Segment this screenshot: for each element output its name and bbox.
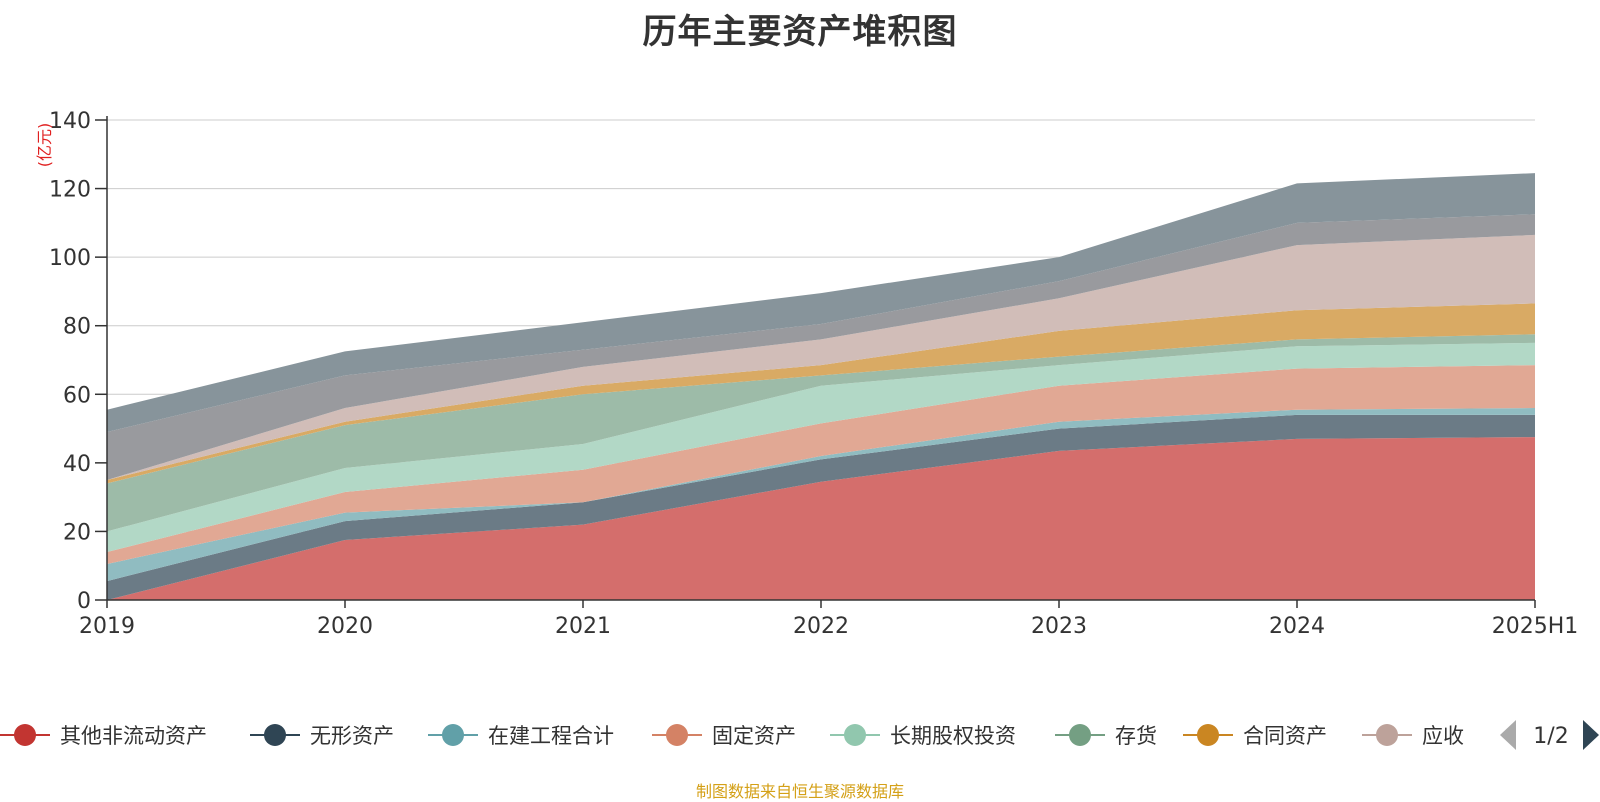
legend-prev-page-icon[interactable] [1500, 720, 1516, 750]
y-tick-label: 140 [49, 109, 91, 134]
series-layer [107, 173, 1535, 600]
legend-label: 合同资产 [1243, 724, 1327, 748]
legend-marker [1197, 724, 1219, 746]
legend-item[interactable]: 长期股权投资 [830, 724, 1016, 748]
legend: 其他非流动资产 无形资产 在建工程合计 固定资产 长期股权投资 存货 合同资产 应收 1/2 [0, 720, 1599, 750]
y-tick-label: 100 [49, 246, 91, 271]
legend-item[interactable]: 应收 [1362, 724, 1464, 748]
x-tick-label: 2020 [317, 614, 373, 639]
x-tick-label: 2024 [1269, 614, 1325, 639]
area-series-0 [107, 437, 1535, 600]
area-series-6 [107, 303, 1535, 484]
y-tick-label: 120 [49, 178, 91, 203]
legend-label: 其他非流动资产 [60, 724, 207, 748]
legend-label: 固定资产 [712, 724, 796, 748]
area-series-1 [107, 414, 1535, 600]
legend-item[interactable]: 存货 [1055, 724, 1157, 748]
legend-next-page-icon[interactable] [1583, 720, 1599, 750]
legend-items: 其他非流动资产 无形资产 在建工程合计 固定资产 长期股权投资 存货 合同资产 应收 [0, 724, 1464, 748]
x-tick-label: 2023 [1031, 614, 1087, 639]
x-tick-label: 2025H1 [1492, 614, 1579, 639]
y-tick-label: 20 [63, 520, 91, 545]
area-series-7 [107, 234, 1535, 480]
legend-marker [14, 724, 36, 746]
y-tick-label: 40 [63, 452, 91, 477]
legend-label: 长期股权投资 [890, 724, 1016, 748]
legend-marker [844, 724, 866, 746]
legend-label: 无形资产 [310, 724, 394, 748]
legend-marker [666, 724, 688, 746]
legend-marker [1069, 724, 1091, 746]
legend-label: 在建工程合计 [488, 724, 614, 748]
axis-layer: 0 20 40 60 80 100 120 140 2019 2020 2021 2022 2023 20… [49, 109, 1578, 639]
x-tick-label: 2021 [555, 614, 611, 639]
x-tick-label: 2022 [793, 614, 849, 639]
legend-marker [264, 724, 286, 746]
legend-item[interactable]: 其他非流动资产 [0, 724, 207, 748]
legend-marker [442, 724, 464, 746]
y-tick-label: 0 [77, 589, 91, 614]
x-tick-label: 2019 [79, 614, 135, 639]
chart-title: 历年主要资产堆积图 [642, 12, 958, 52]
legend-item[interactable]: 固定资产 [652, 724, 796, 748]
legend-item[interactable]: 在建工程合计 [428, 724, 614, 748]
area-series-3 [107, 365, 1535, 564]
y-axis-unit-label: (亿元) [35, 123, 54, 168]
legend-page-indicator: 1/2 [1533, 724, 1568, 749]
legend-item[interactable]: 合同资产 [1183, 724, 1327, 748]
legend-marker [1376, 724, 1398, 746]
area-series-8 [107, 214, 1535, 481]
legend-item[interactable]: 无形资产 [250, 724, 394, 748]
area-series-9 [107, 173, 1535, 432]
y-tick-label: 60 [63, 383, 91, 408]
y-tick-label: 80 [63, 315, 91, 340]
area-series-4 [107, 342, 1535, 552]
data-source-note: 制图数据来自恒生聚源数据库 [695, 782, 904, 801]
area-series-5 [107, 334, 1535, 532]
legend-label: 存货 [1115, 724, 1157, 748]
legend-label: 应收 [1422, 724, 1464, 748]
